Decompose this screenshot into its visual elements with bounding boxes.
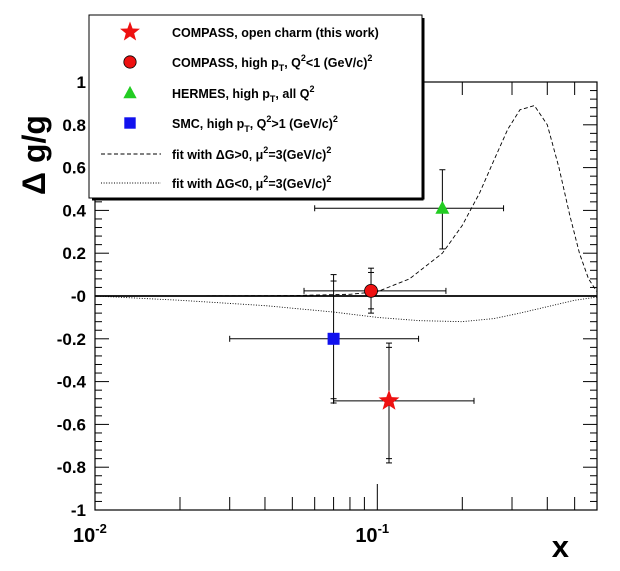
legend-text-part: fit with ΔG>0, μ <box>172 148 263 162</box>
y-axis-title: Δ g/g <box>16 115 52 195</box>
legend-text-script: T <box>270 94 276 104</box>
y-tick-label: -0.8 <box>57 458 86 477</box>
legend-entry-label: SMC, high pT, Q2>1 (GeV/c)2 <box>172 114 338 134</box>
legend-text-script: 2 <box>266 114 271 124</box>
fit-curve-dotted <box>94 295 598 323</box>
legend-entry-label: fit with ΔG>0, μ2=3(GeV/c)2 <box>172 145 331 162</box>
axis-titles: x Δ g/g <box>16 115 570 564</box>
x-tick-label: 10-1 <box>355 521 389 547</box>
y-tick-label: -0.6 <box>57 415 86 434</box>
legend-text-part: , Q <box>250 117 267 131</box>
fit-curve-dashed <box>95 105 598 297</box>
x-tick-base: 10 <box>73 525 95 547</box>
legend-marker-triangle <box>123 85 137 99</box>
legend-text-part: =3(GeV/c) <box>268 148 326 162</box>
legend-text-part: HERMES, high p <box>172 87 270 101</box>
legend-text-part: COMPASS, high p <box>172 56 279 70</box>
y-tick-label: 0.8 <box>62 116 86 135</box>
legend-text-script: 2 <box>301 53 306 63</box>
legend-box <box>88 14 423 199</box>
legend-text-part: >1 (GeV/c) <box>271 117 333 131</box>
legend-text-script: 2 <box>367 53 372 63</box>
data-point-square <box>327 332 340 345</box>
legend: COMPASS, open charm (this work) COMPASS, … <box>88 14 425 201</box>
data-point-star <box>378 389 400 410</box>
legend-text-script: 2 <box>309 84 314 94</box>
legend-text-script: 2 <box>263 174 268 184</box>
y-tick-label: -1 <box>71 501 86 520</box>
x-tick-exponent: -2 <box>95 521 107 536</box>
y-tick-label: 1 <box>77 73 86 92</box>
legend-text-part: fit with ΔG<0, μ <box>172 177 263 191</box>
legend-text-part: <1 (GeV/c) <box>306 56 368 70</box>
legend-entry-label: COMPASS, high pT, Q2<1 (GeV/c)2 <box>172 53 372 73</box>
data-point-triangle <box>435 200 450 214</box>
y-tick-label: 0.2 <box>62 244 86 263</box>
legend-text-script: 2 <box>326 145 331 155</box>
x-axis-title: x <box>552 529 570 564</box>
legend-text-part: =3(GeV/c) <box>268 177 326 191</box>
x-tick-base: 10 <box>355 525 377 547</box>
legend-entry-label: HERMES, high pT, all Q2 <box>172 84 314 104</box>
y-tick-label: 0.4 <box>62 201 86 220</box>
legend-text-part: , Q <box>284 56 301 70</box>
legend-text-part: SMC, high p <box>172 117 245 131</box>
legend-text-script: 2 <box>263 145 268 155</box>
legend-marker-star <box>120 21 140 41</box>
legend-marker-circle <box>123 55 137 69</box>
data-point-circle <box>364 283 378 298</box>
legend-text-script: 2 <box>326 174 331 184</box>
legend-text-part: , all Q <box>275 87 309 101</box>
x-tick-exponent: -1 <box>378 521 390 536</box>
y-tick-label: 0.6 <box>62 159 86 178</box>
legend-text-script: T <box>244 124 250 134</box>
legend-entry-label: COMPASS, open charm (this work) <box>172 26 379 40</box>
y-tick-label: -0.4 <box>57 373 87 392</box>
legend-text-script: T <box>279 63 285 73</box>
x-tick-label: 10-2 <box>73 521 107 547</box>
y-tick-label: -0.2 <box>57 330 86 349</box>
legend-text-script: 2 <box>333 114 338 124</box>
y-tick-label: -0 <box>71 287 86 306</box>
legend-marker-square <box>124 117 136 129</box>
legend-entry-label: fit with ΔG<0, μ2=3(GeV/c)2 <box>172 174 331 191</box>
